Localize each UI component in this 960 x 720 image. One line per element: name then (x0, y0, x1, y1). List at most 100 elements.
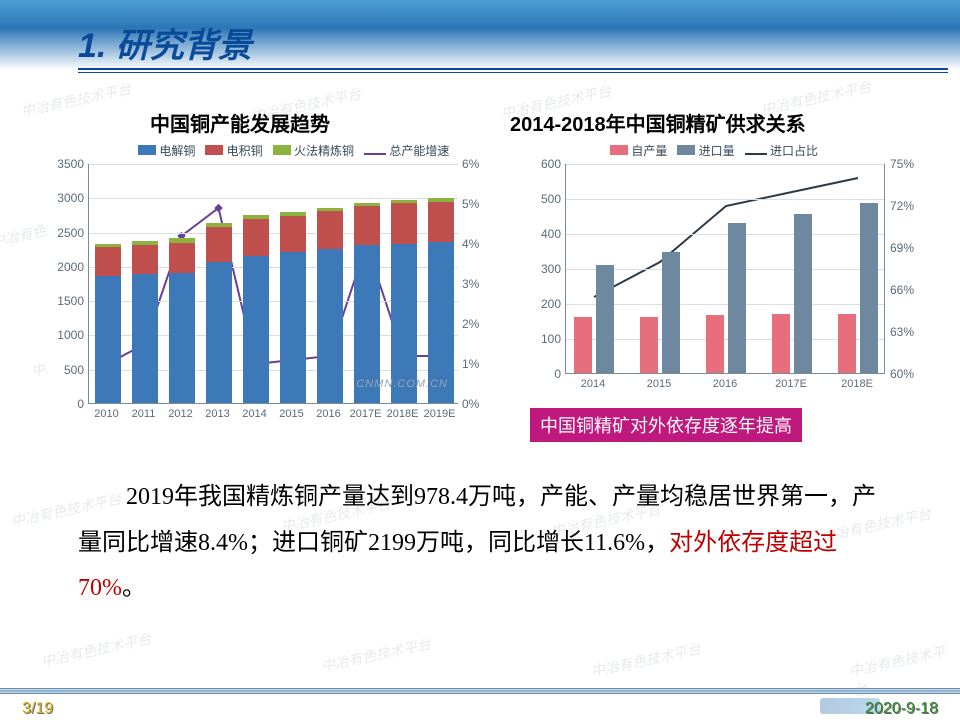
chart1-ytick-r: 5% (462, 197, 492, 211)
chart2-xtick: 2014 (569, 378, 617, 390)
chart1-bar (317, 249, 343, 403)
chart1-ytick: 1500 (48, 294, 84, 308)
chart1-plot (88, 164, 458, 404)
legend-item: 总产能增速 (364, 142, 449, 159)
chart1-bar (95, 276, 121, 403)
chart2-ytick-r: 69% (890, 241, 930, 255)
chart1-bar (317, 211, 343, 249)
chart2-bar (772, 314, 790, 373)
chart1-xtick: 2015 (275, 408, 309, 420)
chart1-ytick-r: 4% (462, 237, 492, 251)
watermark: 中冶有色技术平台 (19, 79, 133, 122)
chart1-ytick-r: 0% (462, 397, 492, 411)
body-seg-end: 。 (122, 575, 146, 601)
chart1-watermark-text: CNMN.COM.CN (356, 378, 448, 390)
legend-item: 电解铜 (138, 142, 195, 159)
chart1: 电解铜 电积铜 火法精炼铜 总产能增速 0 500 1000 1500 2000 2500… (48, 140, 498, 430)
chart1-xtick: 2017E (349, 408, 383, 420)
chart2-bar (596, 265, 614, 374)
chart2-title: 2014-2018年中国铜精矿供求关系 (510, 108, 806, 137)
chart2-bar (574, 317, 592, 373)
chart2-bar (838, 314, 856, 374)
chart1-xtick: 2018E (386, 408, 420, 420)
chart1-bar (391, 200, 417, 203)
chart1-title: 中国铜产能发展趋势 (150, 108, 330, 137)
chart1-bar (206, 262, 232, 403)
chart2-xtick: 2018E (833, 378, 881, 390)
body-text: 2019年我国精炼铜产量达到978.4万吨，产能、产量均稳居世界第一，产量同比增… (78, 475, 898, 612)
footer-date: 2020-9-18 (865, 700, 938, 718)
chart2-bar (860, 203, 878, 373)
chart2-legend: 自产量 进口量 进口占比 (610, 142, 818, 159)
chart1-bar (132, 241, 158, 245)
chart1-bar (354, 203, 380, 206)
chart1-bar (243, 219, 269, 255)
chart1-ytick: 2500 (48, 226, 84, 240)
watermark: 中冶有色技术平台 (589, 639, 703, 682)
chart1-ytick: 3500 (48, 157, 84, 171)
chart1-legend: 电解铜 电积铜 火法精炼铜 总产能增速 (138, 142, 449, 159)
chart1-ytick-r: 2% (462, 317, 492, 331)
chart1-bar (132, 245, 158, 274)
chart1-bar (132, 274, 158, 403)
chart2-xtick: 2015 (635, 378, 683, 390)
chart2-plot (565, 164, 885, 374)
chart1-xtick: 2013 (201, 408, 235, 420)
chart1-xtick: 2011 (127, 408, 161, 420)
chart1-bar (317, 208, 343, 211)
callout-box: 中国铜精矿对外依存度逐年提高 (530, 408, 802, 442)
chart2-xtick: 2017E (767, 378, 815, 390)
chart2-bar (706, 315, 724, 373)
chart2-ytick-r: 75% (890, 157, 930, 171)
chart1-bar (243, 215, 269, 219)
chart1-ytick-r: 3% (462, 277, 492, 291)
chart2-ytick: 600 (525, 157, 561, 171)
chart2-ytick: 300 (525, 262, 561, 276)
chart1-xtick: 2012 (164, 408, 198, 420)
footer-divider (0, 688, 960, 694)
legend-item: 电积铜 (205, 142, 262, 159)
chart1-ytick: 2000 (48, 260, 84, 274)
chart1-bar (280, 212, 306, 216)
title-underline-thin (78, 72, 948, 73)
chart1-bar (243, 256, 269, 403)
chart2-ytick: 400 (525, 227, 561, 241)
chart2-ytick-r: 63% (890, 325, 930, 339)
chart2-ytick-r: 60% (890, 367, 930, 381)
chart1-bar (428, 198, 454, 202)
chart2-bar (794, 214, 812, 373)
watermark: 中冶有色技术平台 (39, 629, 153, 672)
chart1-ytick: 3000 (48, 191, 84, 205)
chart2: 自产量 进口量 进口占比 0100200300400500600 60%63%6… (520, 140, 940, 398)
body-indent (78, 484, 126, 510)
chart1-bar (280, 252, 306, 403)
chart2-bar (728, 223, 746, 374)
chart2-ytick-r: 66% (890, 283, 930, 297)
chart2-bar (640, 317, 658, 373)
chart2-xtick: 2016 (701, 378, 749, 390)
chart1-bar (169, 243, 195, 273)
chart1-bar (428, 202, 454, 242)
page-number: 3/19 (22, 700, 53, 718)
chart1-ytick: 0 (48, 397, 84, 411)
chart2-bar (662, 252, 680, 373)
chart1-bar (95, 247, 121, 276)
chart1-bar (354, 206, 380, 245)
legend-item: 进口量 (677, 142, 734, 159)
watermark: 中冶有色技术平台 (319, 634, 433, 677)
chart1-ytick: 500 (48, 363, 84, 377)
chart2-ytick: 500 (525, 192, 561, 206)
chart1-xtick: 2016 (312, 408, 346, 420)
chart1-xtick: 2019E (423, 408, 457, 420)
chart1-xtick: 2014 (238, 408, 272, 420)
legend-item: 火法精炼铜 (273, 142, 354, 159)
chart1-xtick: 2010 (90, 408, 124, 420)
chart1-ytick-r: 6% (462, 157, 492, 171)
chart2-ytick: 100 (525, 332, 561, 346)
page-title: 1. 研究背景 (78, 18, 252, 67)
chart2-ytick: 0 (525, 367, 561, 381)
chart1-bar (206, 227, 232, 263)
legend-item: 自产量 (610, 142, 667, 159)
chart1-bar (280, 216, 306, 252)
chart1-ytick: 1000 (48, 328, 84, 342)
